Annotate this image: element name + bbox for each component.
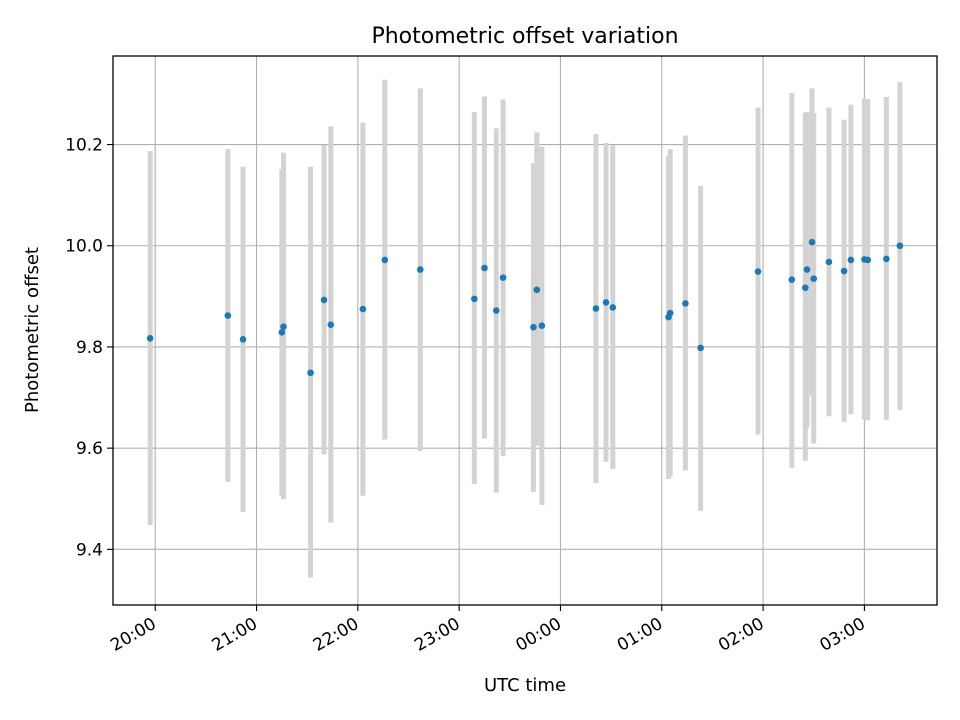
data-point bbox=[533, 286, 541, 294]
data-point bbox=[609, 304, 617, 311]
data-point bbox=[847, 256, 855, 264]
data-point bbox=[840, 267, 848, 275]
y-tick-label: 9.8 bbox=[76, 338, 103, 358]
data-point bbox=[864, 256, 872, 264]
x-tick-label: 22:00 bbox=[310, 614, 362, 656]
data-point bbox=[801, 284, 809, 292]
x-tick-label: 23:00 bbox=[411, 614, 463, 656]
y-tick-label: 10.2 bbox=[65, 136, 103, 156]
x-tick-label: 01:00 bbox=[614, 614, 666, 656]
data-point bbox=[754, 268, 762, 275]
data-point bbox=[239, 336, 247, 343]
data-point bbox=[810, 275, 818, 282]
data-point bbox=[499, 274, 507, 281]
data-point bbox=[146, 335, 154, 342]
data-point bbox=[808, 238, 816, 246]
error-bars bbox=[147, 79, 903, 578]
data-point bbox=[381, 256, 389, 264]
x-axis-ticks: 20:00 21:00 22:00 23:00 00:00 01:00 02:00 03:00 bbox=[107, 605, 869, 656]
plot-frame bbox=[112, 55, 938, 606]
data-point bbox=[278, 328, 286, 336]
data-point bbox=[825, 258, 833, 266]
data-point bbox=[602, 299, 610, 306]
y-axis-label: Photometric offset bbox=[22, 247, 43, 413]
data-point bbox=[481, 264, 488, 272]
data-point bbox=[307, 369, 314, 377]
y-axis-ticks: 9.4 9.6 9.8 10.0 10.2 bbox=[65, 136, 113, 560]
data-point bbox=[530, 323, 537, 331]
data-point bbox=[417, 266, 424, 273]
data-point bbox=[803, 266, 811, 273]
data-point bbox=[538, 322, 546, 329]
data-point bbox=[320, 296, 328, 304]
y-tick-label: 9.6 bbox=[76, 439, 103, 459]
x-tick-label: 03:00 bbox=[816, 614, 868, 656]
data-point bbox=[327, 321, 335, 328]
data-point bbox=[471, 295, 478, 303]
x-tick-label: 20:00 bbox=[107, 614, 159, 656]
data-points bbox=[146, 238, 904, 377]
x-tick-label: 21:00 bbox=[209, 614, 261, 656]
x-tick-label: 00:00 bbox=[513, 614, 565, 656]
data-point bbox=[666, 309, 674, 317]
data-point bbox=[592, 305, 600, 312]
data-point bbox=[359, 305, 367, 313]
data-point bbox=[492, 307, 500, 314]
y-tick-label: 10.0 bbox=[65, 237, 103, 257]
data-point bbox=[280, 323, 287, 331]
data-point bbox=[883, 255, 890, 263]
x-axis-label: UTC time bbox=[484, 675, 566, 696]
data-point bbox=[682, 300, 689, 307]
data-point bbox=[697, 344, 704, 352]
grid bbox=[113, 56, 937, 605]
data-point bbox=[788, 276, 796, 283]
data-point bbox=[224, 312, 232, 319]
y-tick-label: 9.4 bbox=[76, 540, 103, 560]
x-tick-label: 02:00 bbox=[715, 614, 767, 656]
chart-title: Photometric offset variation bbox=[371, 24, 678, 49]
data-point bbox=[896, 242, 904, 250]
